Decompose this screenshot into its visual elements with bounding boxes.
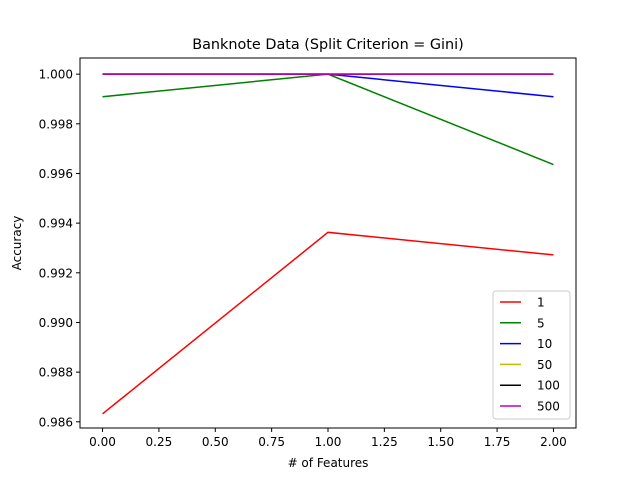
series-line-10 [102, 73, 554, 98]
y-tick-label: 0.988 [39, 366, 73, 380]
y-axis: 0.986 0.988 0.990 0.992 0.994 0.996 0.998 1.000 [39, 68, 80, 429]
legend-label-50: 50 [537, 358, 552, 372]
x-tick-label: 0.75 [258, 435, 285, 449]
legend-label-100: 100 [537, 379, 560, 393]
y-tick-label: 1.000 [39, 68, 73, 82]
x-axis: 0.00 0.25 0.50 0.75 1.00 1.25 1.50 1.75 2.00 [89, 428, 567, 449]
y-tick-label: 0.994 [39, 217, 73, 231]
legend: 1 5 10 50 100 500 [492, 290, 571, 420]
x-tick-label: 1.00 [315, 435, 342, 449]
series-line-5 [102, 73, 554, 166]
x-tick-label: 2.00 [540, 435, 567, 449]
series-line-1 [102, 231, 554, 415]
x-tick-label: 0.50 [202, 435, 229, 449]
x-tick-label: 1.50 [427, 435, 454, 449]
x-tick-label: 0.00 [89, 435, 116, 449]
y-tick-label: 0.990 [39, 316, 73, 330]
x-tick-label: 1.25 [371, 435, 398, 449]
y-tick-label: 0.996 [39, 167, 73, 181]
x-tick-label: 1.75 [484, 435, 511, 449]
chart-title: Banknote Data (Split Criterion = Gini) [192, 37, 464, 53]
x-axis-label: # of Features [288, 456, 369, 470]
y-axis-label: Accuracy [10, 216, 24, 271]
y-tick-label: 0.986 [39, 415, 73, 429]
legend-label-500: 500 [537, 400, 560, 414]
series-layer [102, 73, 554, 415]
y-tick-label: 0.998 [39, 117, 73, 131]
x-tick-label: 0.25 [146, 435, 173, 449]
legend-label-1: 1 [537, 296, 545, 310]
legend-label-5: 5 [537, 316, 545, 330]
y-tick-label: 0.992 [39, 266, 73, 280]
legend-label-10: 10 [537, 337, 552, 351]
